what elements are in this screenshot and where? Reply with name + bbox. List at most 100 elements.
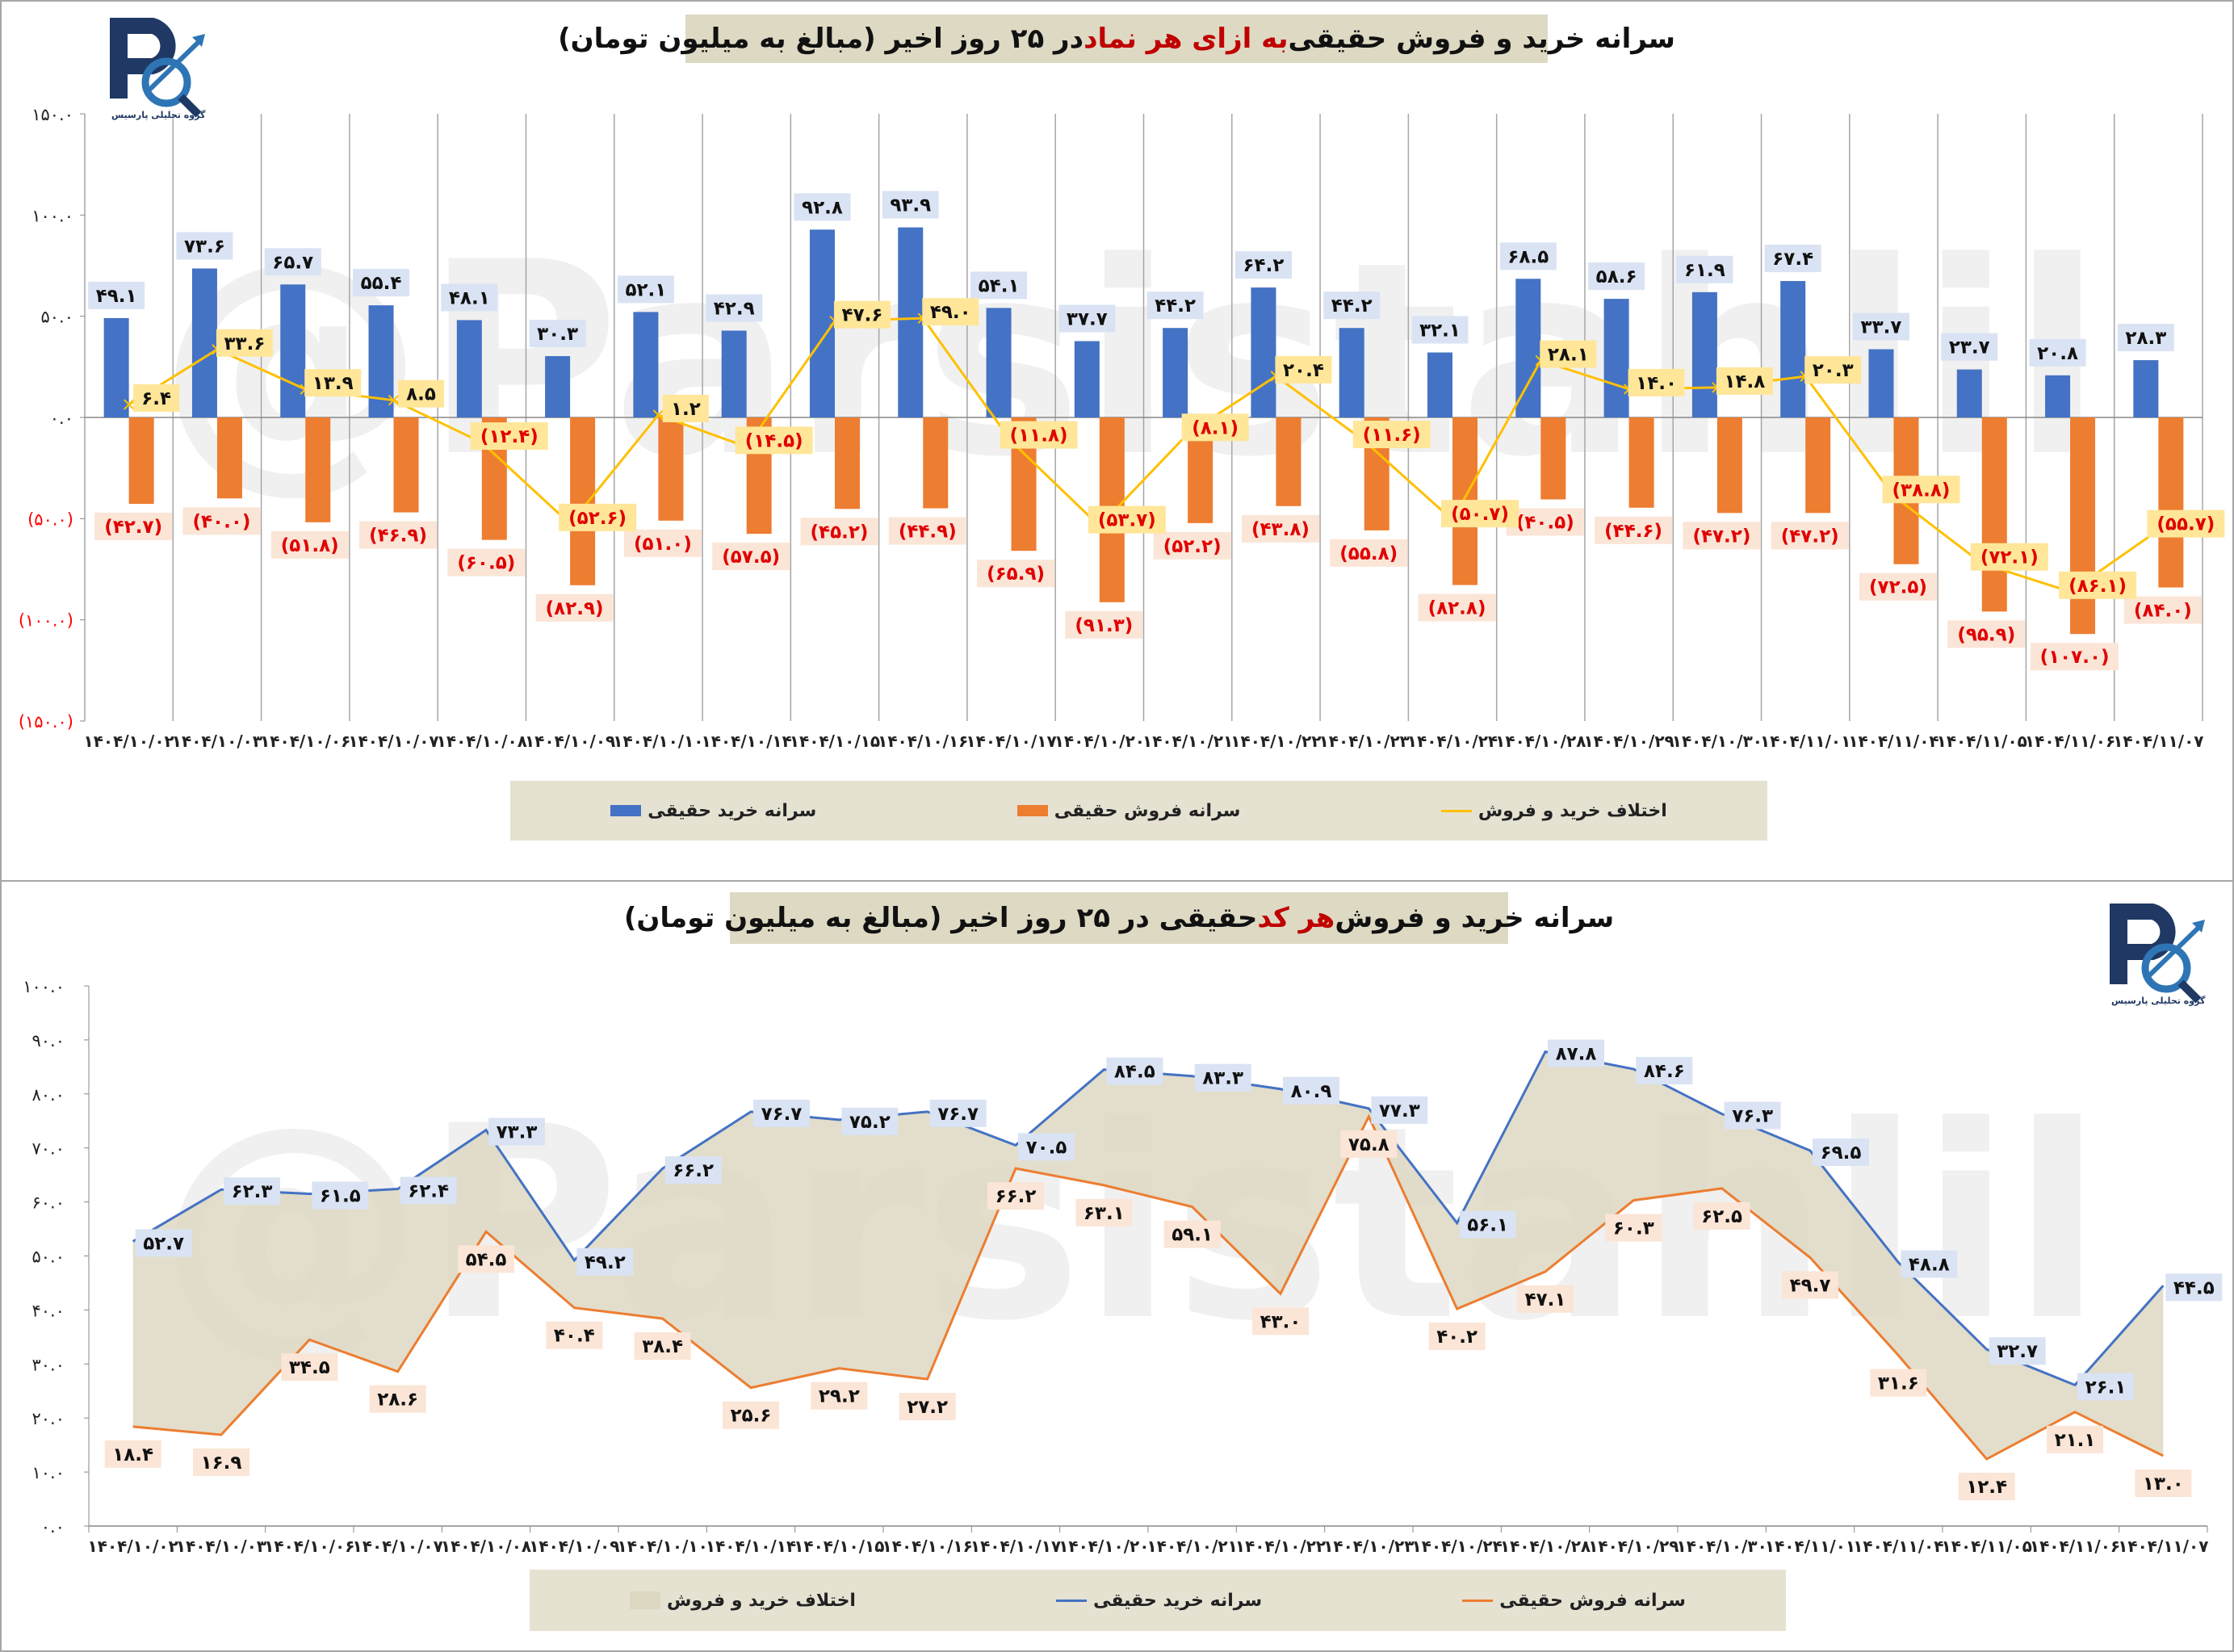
buy-data-label-bg [312,1181,369,1210]
y-tick-label: ۰.۰ [50,409,73,428]
legend-diff-label: اختلاف خرید و فروش [1477,800,1667,821]
sell-data-label: (۱۰۷.۰) [2040,647,2110,668]
diff-data-label: ۳۳.۶ [224,333,266,354]
buy-bar [1515,279,1541,417]
buy-data-label: ۲۳.۷ [1949,338,1990,358]
sell-data-label: ۴۳.۰ [1260,1311,1301,1332]
buy-data-label-bg [264,248,321,276]
buy-data-label-bg [1941,333,1998,361]
legend-area-diff: اختلاف خرید و فروش [630,1591,856,1611]
sell-data-label: (۵۷.۵) [722,547,780,568]
x-tick-label: ۱۴۰۴/۱۱/۰۱ [1765,1537,1855,1556]
diff-data-label-bg [304,369,362,397]
buy-data-label: ۷۳.۳ [497,1122,538,1143]
x-tick-label: ۱۴۰۴/۱۰/۲۸ [1495,732,1586,751]
buy-data-label-bg [576,1247,634,1276]
x-tick-label: ۱۴۰۴/۱۱/۰۷ [2118,1537,2208,1556]
buy-data-label-bg [841,1107,899,1135]
x-tick-label: ۱۴۰۴/۱۰/۲۹ [1583,732,1674,751]
buy-data-label: ۳۷.۷ [1067,308,1108,329]
x-tick-label: ۱۴۰۴/۱۰/۲۱ [1142,732,1233,751]
chart2-title: سرانه خرید و فروش هر کد حقیقی در ۲۵ روز … [624,892,1614,944]
diff-data-label: ۱۴.۰ [1636,373,1677,394]
buy-bar [809,229,835,417]
sell-data-label-bg [987,1182,1044,1210]
x-tick-label: ۱۴۰۴/۱۰/۱۶ [878,732,968,751]
x-tick-label: ۱۴۰۴/۱۰/۰۶ [264,1537,354,1556]
x-tick-label: ۱۴۰۴/۱۰/۲۰ [1058,1537,1149,1556]
sell-data-label: ۱۸.۴ [112,1444,153,1465]
x-tick-label: ۱۴۰۴/۱۰/۰۷ [348,732,438,751]
chart1-title-highlight: به ازای هر نماد [1083,23,1289,55]
sell-data-label-bg [1428,1323,1486,1351]
diff-data-label-bg [1628,368,1685,396]
buy-data-label-bg [617,275,674,304]
buy-data-label-bg [664,1156,722,1184]
sell-data-label: (۴۳.۸) [1251,519,1310,540]
x-tick-label: ۱۴۰۴/۱۰/۱۵ [790,732,880,751]
diff-data-label-bg [2147,509,2225,538]
chart-per-code: ۱۰۰.۰ ۹۰.۰ ۸۰.۰ ۷۰.۰ ۶۰.۰ ۵۰.۰ ۴۰.۰ ۳۰.۰ ۲۰.۰ ۱۰.… [23,977,2223,1556]
sell-data-label-bg [1163,1220,1221,1248]
buy-data-label: ۶۷.۴ [1772,249,1813,270]
sell-data-label-bg [1595,516,1673,544]
sell-data-label: ۶۰.۳ [1613,1218,1654,1239]
sell-data-label-bg [182,507,261,535]
sell-data-label: ۶۲.۵ [1701,1206,1742,1227]
x-tick-label: ۱۴۰۴/۱۰/۱۴ [702,732,792,751]
diff-point [388,394,400,406]
x-tick-label: ۱۴۰۴/۱۱/۰۶ [2025,732,2115,751]
sell-data-label-bg [1517,1285,1574,1313]
x-tick-label: ۱۴۰۴/۱۰/۰۲ [84,732,174,751]
buy-data-label-bg [1499,242,1557,270]
diff-data-label-bg [559,503,637,531]
x-tick-label: ۱۴۰۴/۱۰/۱۴ [706,1537,796,1556]
sell-data-label: ۶۳.۱ [1083,1203,1125,1224]
buy-bar [1074,341,1100,417]
sell-data-label-bg [1506,508,1584,536]
chart2-title-part1: سرانه خرید و فروش [1335,902,1615,934]
buy-bar [280,284,306,417]
diff-point [652,409,664,421]
diff-data-label: (۱۱.۸) [1010,426,1068,447]
buy-data-label: ۶۸.۵ [1507,246,1549,267]
y-tick-label: ۴۰.۰ [31,1301,65,1320]
legend-sell-line-label: سرانه فروش حقیقی [1499,1590,1686,1611]
diff-data-label: ۴۹.۰ [930,302,971,323]
sell-data-label-bg [535,593,614,622]
diff-data-label: ۲۰.۳ [1813,360,1854,381]
y-tick-label: ۱۵۰.۰ [31,105,73,124]
diff-data-label-bg [1804,356,1862,384]
sell-data-label-bg [359,521,438,549]
buy-data-label-bg [1636,1057,1693,1085]
sell-data-label: (۴۶.۹) [369,526,427,547]
legend-sell-line: سرانه فروش حقیقی [1462,1591,1686,1611]
buy-bar [1163,328,1188,417]
buy-data-label-bg [706,294,763,322]
diff-data-label: ۱۳.۹ [312,373,354,394]
x-tick-label: ۱۴۰۴/۱۱/۰۵ [1937,732,2027,751]
sell-data-label: (۵۱.۸) [281,535,339,556]
diff-data-label-bg [1540,340,1597,368]
buy-data-label-bg [529,320,586,348]
sell-data-label: ۴۷.۱ [1525,1289,1566,1310]
sell-data-label: ۳۸.۴ [642,1336,683,1357]
diff-data-label-bg [1181,413,1249,442]
legend-area-label: اختلاف خرید و فروش [667,1590,856,1611]
sell-data-label-bg [899,1393,956,1421]
buy-data-label-bg [1459,1210,1516,1239]
buy-bar [103,317,129,417]
legend-buy-marker [610,805,642,816]
buy-data-label: ۹۲.۸ [802,197,843,218]
buy-data-label-bg [1411,316,1469,344]
buy-data-label: ۵۵.۴ [361,273,402,294]
sell-data-label-bg [712,543,790,571]
buy-bar [2133,360,2159,417]
sell-bar [570,417,596,585]
sell-data-label: (۴۵.۲) [811,522,869,543]
sell-data-label-bg [369,1385,426,1413]
buy-bar [1868,349,1894,417]
buy-bar [1427,352,1453,417]
sell-data-label: (۴۷.۲) [1781,526,1839,547]
diff-data-label-bg [735,426,813,455]
